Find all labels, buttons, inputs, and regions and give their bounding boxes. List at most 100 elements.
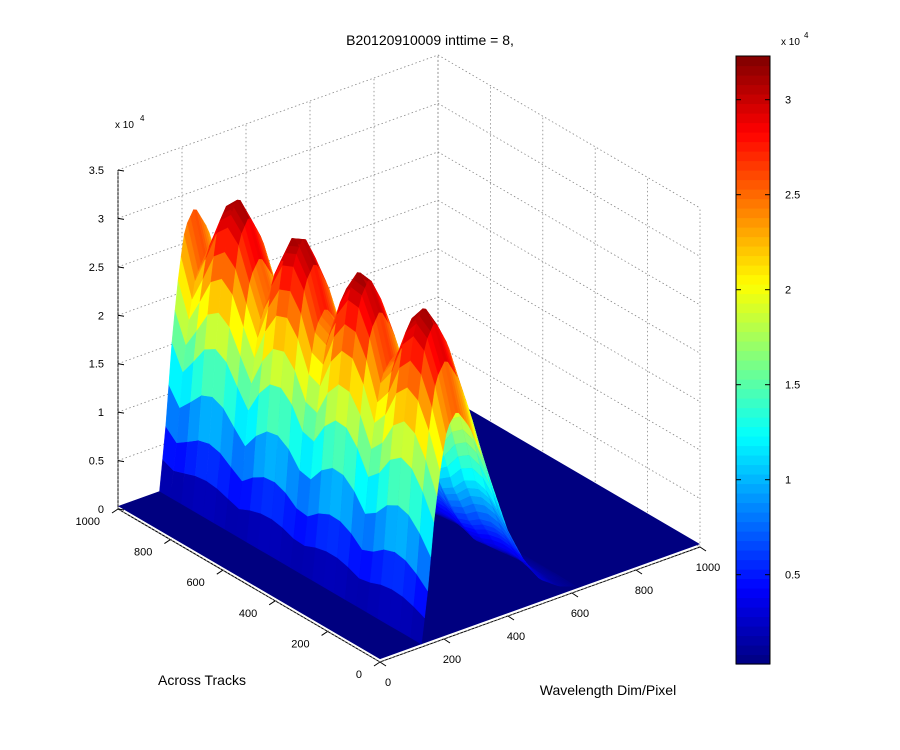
colorbar-swatch xyxy=(736,151,770,162)
axis-ticks: 00.511.522.533.5020040060080010000200400… xyxy=(76,165,721,689)
z-tick-label: 1 xyxy=(98,407,104,419)
colorbar-swatch xyxy=(736,474,770,485)
colorbar-swatch xyxy=(736,360,770,371)
colorbar-swatch xyxy=(736,84,770,95)
z-tick-label: 1.5 xyxy=(89,359,104,371)
colorbar-swatch xyxy=(736,417,770,428)
colorbar-swatch xyxy=(736,616,770,627)
colorbar-exponent-power: 4 xyxy=(804,31,809,40)
y-tick-mark xyxy=(321,630,328,636)
colorbar-swatch xyxy=(736,407,770,418)
surface-patch xyxy=(561,579,577,587)
z-tick-mark xyxy=(117,266,125,269)
colorbar-swatch xyxy=(736,350,770,361)
colorbar-swatch xyxy=(736,635,770,646)
x-tick-mark xyxy=(379,661,387,667)
colorbar-swatch xyxy=(736,597,770,608)
x-axis-label: Wavelength Dim/Pixel xyxy=(540,682,676,698)
x-tick-label: 400 xyxy=(507,631,525,643)
colorbar-swatch xyxy=(736,141,770,152)
colorbar-swatch xyxy=(736,379,770,390)
z-exponent-power: 4 xyxy=(140,114,145,123)
colorbar-swatch xyxy=(736,445,770,456)
colorbar-swatch xyxy=(736,236,770,247)
colorbar-swatch xyxy=(736,246,770,257)
grid-line-x xyxy=(117,170,381,663)
colorbar-exponent-base: x 10 xyxy=(781,37,800,48)
z-tick-mark xyxy=(117,411,125,414)
colorbar-tick-label: 0.5 xyxy=(785,570,800,582)
colorbar-swatch xyxy=(736,255,770,266)
colorbar-frame xyxy=(735,55,771,665)
z-tick-label: 0.5 xyxy=(89,456,104,468)
colorbar-swatch xyxy=(736,198,770,209)
colorbar-swatch xyxy=(736,274,770,285)
colorbar-swatch xyxy=(736,493,770,504)
colorbar-swatch xyxy=(736,303,770,314)
colorbar-swatch xyxy=(736,607,770,618)
x-tick-mark xyxy=(571,592,579,598)
z-exponent-label: x 10 4 xyxy=(115,114,145,131)
colorbar-swatch xyxy=(736,312,770,323)
colorbar-swatch xyxy=(736,512,770,523)
colorbar-swatch xyxy=(736,65,770,76)
z-exponent-base: x 10 xyxy=(115,120,134,131)
z-tick-mark xyxy=(117,508,125,511)
colorbar-swatch xyxy=(736,531,770,542)
colorbar-exponent-label: x 10 4 xyxy=(781,31,809,48)
colorbar-swatch xyxy=(736,521,770,532)
colorbar-swatch xyxy=(736,94,770,105)
colorbar-swatch xyxy=(736,293,770,304)
y-tick-label: 200 xyxy=(291,638,309,650)
colorbar-swatch xyxy=(736,388,770,399)
colorbar-swatch xyxy=(736,132,770,143)
colorbar-swatch xyxy=(736,540,770,551)
z-tick-label: 2 xyxy=(98,310,104,322)
z-tick-mark xyxy=(117,363,125,366)
surface-mesh xyxy=(118,199,700,660)
colorbar-swatch xyxy=(736,654,770,665)
colorbar-swatch xyxy=(736,436,770,447)
colorbar-swatch xyxy=(736,588,770,599)
colorbar-swatch xyxy=(736,341,770,352)
y-tick-mark xyxy=(373,661,381,667)
x-tick-label: 200 xyxy=(443,654,461,666)
z-tick-mark xyxy=(117,169,125,172)
colorbar-tick-label: 3 xyxy=(785,95,791,107)
colorbar-swatch xyxy=(736,227,770,238)
z-tick-label: 3.5 xyxy=(89,165,104,177)
colorbar-swatch xyxy=(736,189,770,200)
grid-line-z xyxy=(117,102,701,257)
colorbar-swatch xyxy=(736,170,770,181)
colorbar-swatch xyxy=(736,645,770,656)
colorbar-swatch xyxy=(736,464,770,475)
colorbar-tick-label: 1 xyxy=(785,475,791,487)
colorbar-swatch xyxy=(736,559,770,570)
x-tick-mark xyxy=(507,615,515,621)
colorbar-swatch xyxy=(736,483,770,494)
colorbar-swatch xyxy=(736,217,770,228)
colorbar-swatch xyxy=(736,550,770,561)
z-tick-mark xyxy=(117,314,125,317)
y-tick-mark xyxy=(111,508,119,514)
y-tick-mark xyxy=(268,600,276,606)
x-tick-label: 800 xyxy=(635,585,653,597)
colorbar-swatch xyxy=(736,626,770,637)
colorbar-swatch xyxy=(736,426,770,437)
colorbar-swatch xyxy=(736,322,770,333)
z-tick-label: 0 xyxy=(98,504,104,516)
z-tick-mark xyxy=(117,217,125,220)
colorbar-swatch xyxy=(736,265,770,276)
colorbar-swatch xyxy=(736,160,770,171)
colorbar-swatch xyxy=(736,398,770,409)
y-tick-label: 600 xyxy=(186,577,204,589)
z-tick-mark xyxy=(117,460,125,463)
colorbar-swatch xyxy=(736,75,770,86)
colorbar-swatch xyxy=(736,284,770,295)
colorbar-swatch xyxy=(736,179,770,190)
z-tick-label: 2.5 xyxy=(89,262,104,274)
chart-title: B20120910009 inttime = 8, xyxy=(346,32,514,48)
colorbar-swatch xyxy=(736,569,770,580)
x-tick-mark xyxy=(635,569,643,575)
